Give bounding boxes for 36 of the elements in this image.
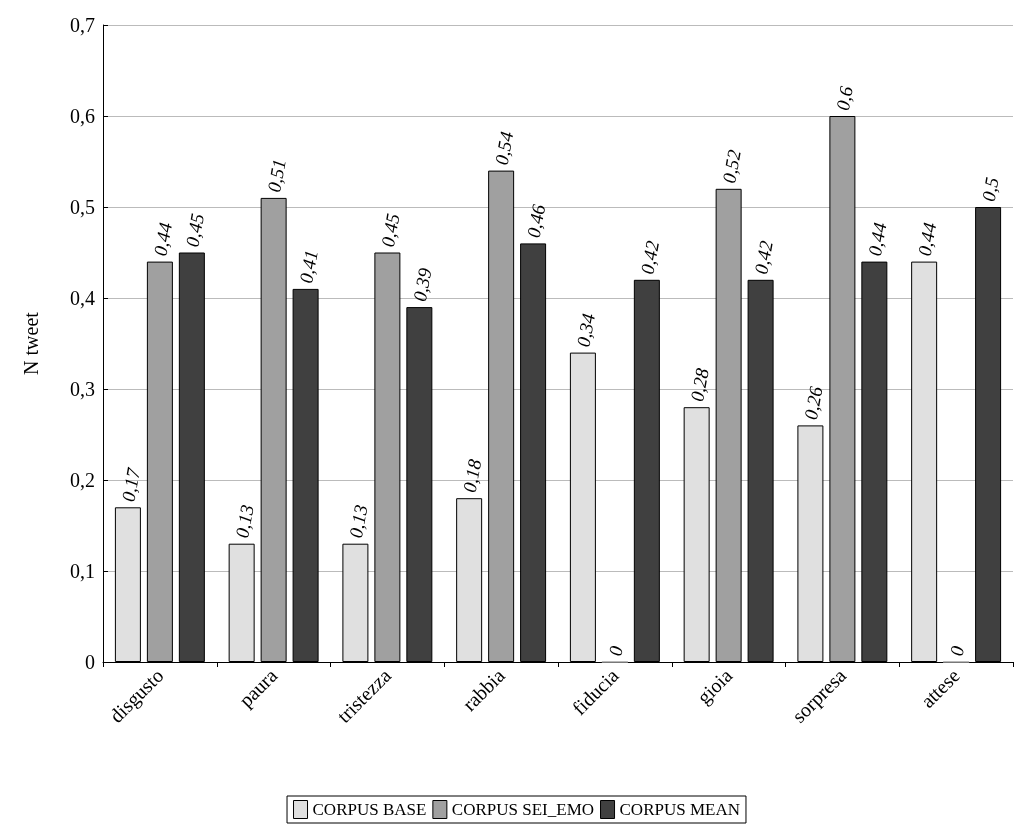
y-tick-label: 0,6	[70, 105, 95, 127]
data-label: 0,5	[977, 175, 1003, 203]
y-tick-label: 0,2	[70, 469, 95, 491]
legend-label: CORPUS MEAN	[619, 800, 740, 819]
y-tick-label: 0,3	[70, 378, 95, 400]
data-label: 0,39	[409, 266, 436, 303]
data-label: 0,18	[458, 457, 486, 495]
data-label: 0,41	[295, 248, 322, 285]
data-label: 0,13	[231, 503, 258, 540]
data-label: 0,51	[263, 157, 290, 194]
data-label: 0,44	[149, 220, 177, 258]
data-label: 0,42	[750, 238, 777, 276]
data-label: 0,46	[522, 202, 550, 240]
data-label: 0,44	[913, 220, 941, 258]
data-label: 0	[945, 643, 969, 658]
data-label: 0,26	[800, 384, 827, 422]
data-label: 0,52	[718, 147, 745, 185]
y-tick-label: 0,5	[70, 196, 95, 218]
y-tick-label: 0	[85, 651, 95, 673]
y-tick-label: 0,4	[70, 287, 95, 309]
data-label: 0,17	[117, 465, 145, 504]
legend-label: CORPUS SEI_EMO	[451, 800, 595, 819]
data-label: 0	[604, 643, 627, 658]
y-tick-label: 0,7	[70, 14, 95, 36]
data-label: 0,13	[345, 503, 372, 540]
data-label: 0,34	[572, 311, 600, 349]
data-label: 0,45	[181, 211, 208, 249]
data-label: 0,45	[377, 211, 404, 249]
data-label: 0,42	[636, 238, 664, 276]
data-label: 0,6	[832, 84, 857, 112]
data-label: 0,44	[864, 220, 891, 258]
y-tick-label: 0,1	[70, 560, 95, 582]
y-axis-title: N tweet	[20, 311, 42, 375]
legend-label: CORPUS BASE	[312, 800, 427, 819]
data-label: 0,28	[686, 366, 713, 404]
data-label: 0,54	[490, 129, 518, 167]
